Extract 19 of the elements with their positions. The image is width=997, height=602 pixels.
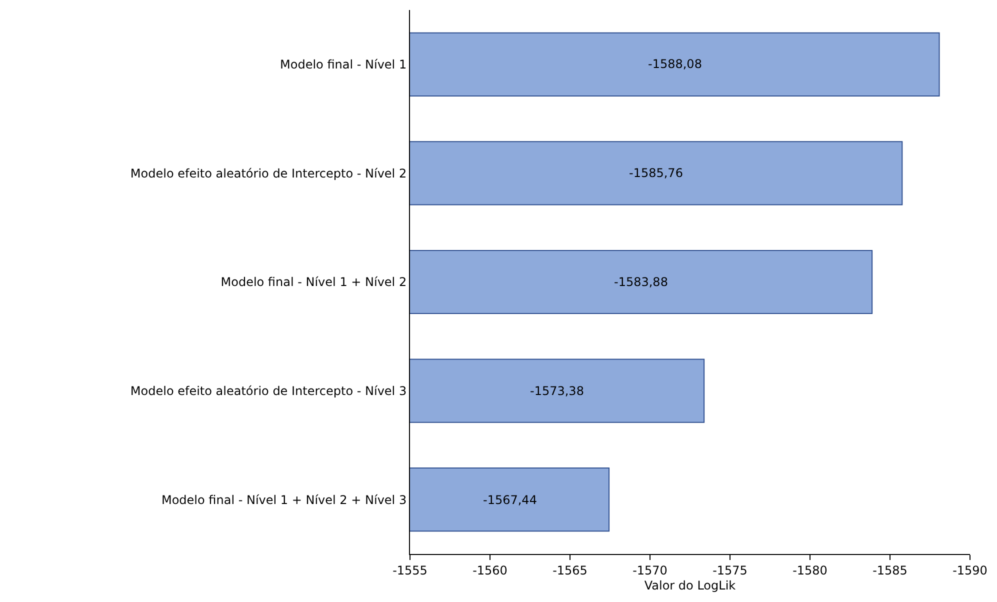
x-tick-label: -1555: [392, 563, 428, 578]
x-axis-title: Valor do LogLik: [644, 578, 736, 592]
data-label: -1585,76: [629, 166, 683, 180]
x-tick-label: -1590: [952, 563, 988, 578]
data-label: -1567,44: [483, 493, 537, 507]
x-tick-label: -1565: [552, 563, 588, 578]
y-tick-label: Modelo final - Nível 1 + Nível 2: [220, 275, 407, 290]
y-tick-label: Modelo efeito aleatório de Intercepto - Nível 2: [130, 166, 407, 180]
x-tick-label: -1575: [712, 563, 748, 578]
x-tick-label: -1570: [632, 563, 668, 578]
x-tick-label: -1560: [472, 563, 508, 578]
data-label: -1588,08: [648, 57, 702, 71]
y-tick-label: Modelo final - Nível 1 + Nível 2 + Nível 3: [161, 492, 407, 507]
x-tick-label: -1585: [872, 563, 908, 578]
data-label: -1573,38: [530, 384, 584, 398]
y-tick-label: Modelo efeito aleatório de Intercepto - Nível 3: [130, 384, 407, 398]
data-label: -1583,88: [614, 275, 668, 289]
y-tick-label: Modelo final - Nível 1: [280, 58, 407, 72]
x-tick-label: -1580: [792, 563, 828, 578]
